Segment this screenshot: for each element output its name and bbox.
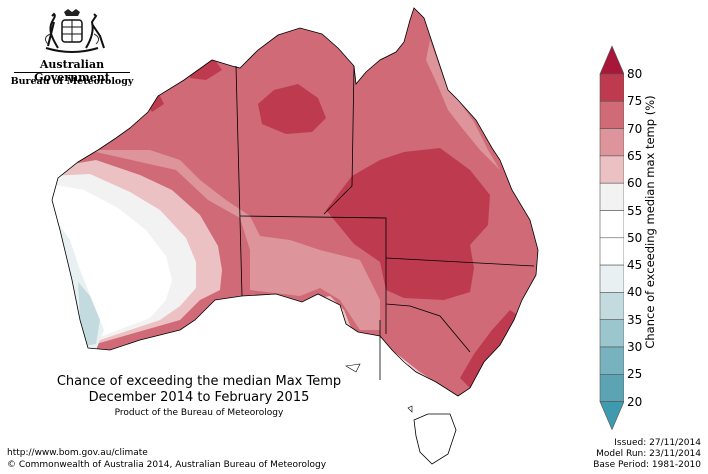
legend-band [599, 210, 624, 239]
legend-band [599, 100, 624, 129]
base-period: Base Period: 1981-2010 [593, 460, 701, 470]
zone-70-75-northeast [326, 148, 490, 300]
legend-tick-label: 65 [627, 148, 643, 163]
bom-logo: Australian Government Bureau of Meteorol… [8, 8, 136, 92]
zone-60-65-east-coast [426, 40, 500, 170]
islands [345, 363, 413, 413]
legend-band [599, 373, 624, 402]
legend-tick-label: 70 [627, 121, 643, 136]
issued-date: Issued: 27/11/2014 [614, 438, 701, 448]
legend-band [599, 128, 624, 157]
legend-band [599, 292, 624, 320]
map-title: Chance of exceeding the median Max Temp [56, 374, 342, 389]
zone-70-75-north [258, 84, 326, 134]
legend-tick-label: 35 [627, 312, 643, 327]
website-url[interactable]: http://www.bom.gov.au/climate [7, 448, 148, 458]
zone-35-40-southwest [78, 282, 100, 346]
legend-tick-label: 75 [627, 94, 643, 109]
legend-tick-label: 55 [627, 203, 643, 218]
legend-tick-label: 25 [627, 367, 643, 382]
mainland-coastline [51, 7, 539, 397]
legend-band [599, 346, 624, 375]
legend-band [599, 155, 624, 184]
coat-of-arms-icon [44, 9, 105, 53]
legend-tick-label: 50 [627, 230, 643, 245]
legend-band [599, 73, 624, 102]
product-note: Product of the Bureau of Meteorology [114, 408, 284, 418]
legend-arrow-top [599, 45, 624, 75]
zone-70-75-east-coast [460, 310, 522, 388]
legend-band [599, 319, 624, 348]
legend-band [599, 237, 624, 266]
tasmania [413, 413, 457, 465]
legend-colorbar [599, 45, 624, 430]
legend-tick-label: 80 [627, 67, 643, 81]
model-run-date: Model Run: 23/11/2014 [596, 449, 701, 459]
legend-title: Chance of exceeding median max temp (%) [643, 95, 657, 349]
state-borders [235, 65, 535, 380]
legend-tick-label: 60 [627, 176, 643, 191]
legend-band [599, 264, 624, 293]
legend-arrow-bottom [599, 401, 624, 430]
legend-tick-label: 45 [627, 258, 643, 273]
legend-tick-label: 40 [627, 285, 643, 300]
legend-band [599, 182, 624, 211]
logo-divider [14, 72, 130, 73]
government-name: Australian Government [34, 58, 110, 84]
legend-tick-label: 20 [627, 394, 643, 409]
map-period: December 2014 to February 2015 [88, 390, 310, 405]
legend-tick-label: 30 [627, 340, 643, 354]
bureau-name: Bureau of Meteorology [10, 76, 134, 87]
zone-60-65-west [52, 150, 380, 330]
copyright-note: © Commonwealth of Australia 2014, Austra… [7, 460, 327, 470]
